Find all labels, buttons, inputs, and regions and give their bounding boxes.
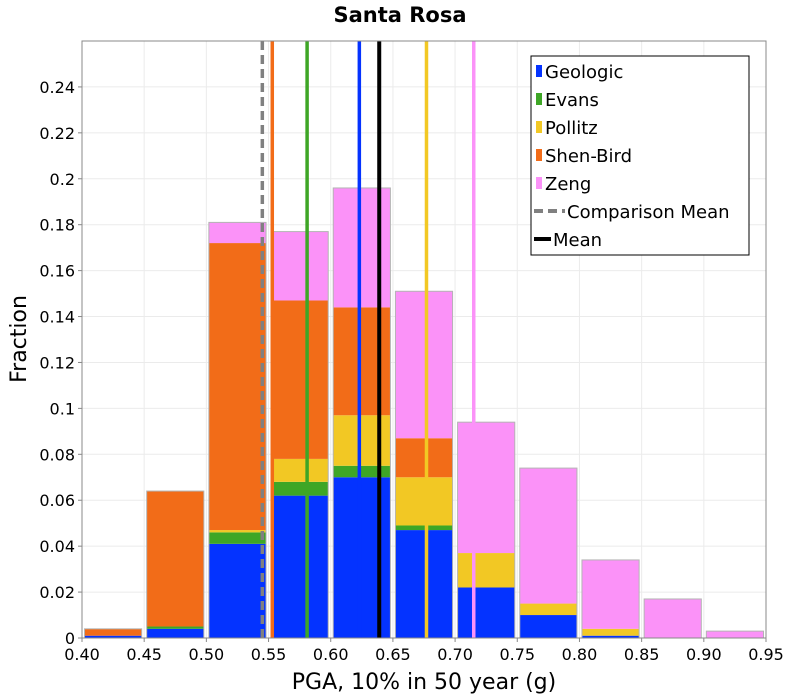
legend-label-zeng: Zeng — [545, 174, 591, 195]
y-tick-label: 0.04 — [39, 537, 75, 556]
bar-geologic — [84, 635, 142, 638]
bar-zeng — [208, 222, 267, 244]
x-tick-label: 0.40 — [64, 645, 100, 664]
bar-geologic — [581, 635, 640, 638]
bar-geologic — [519, 615, 577, 638]
x-tick-label: 0.65 — [375, 645, 411, 664]
bar-zeng — [519, 468, 577, 604]
bar-stack — [457, 421, 516, 639]
bar-pollitz — [581, 628, 640, 636]
bar-geologic — [395, 530, 453, 638]
bar-pollitz — [457, 553, 515, 588]
x-axis-label: PGA, 10% in 50 year (g) — [292, 670, 556, 695]
bar-shen-bird — [395, 438, 453, 478]
bar-stack — [146, 490, 205, 639]
legend-label-geologic: Geologic — [545, 62, 623, 83]
y-tick-label: 0.16 — [39, 262, 75, 281]
legend-swatch-geologic — [536, 65, 542, 77]
bar-shen-bird — [84, 628, 142, 636]
y-tick-label: 0.06 — [39, 491, 75, 510]
legend-label-shen-bird: Shen-Bird — [545, 146, 632, 167]
bar-evans — [395, 525, 453, 531]
bar-zeng — [457, 422, 515, 554]
bar-pollitz — [208, 530, 267, 533]
bar-evans — [146, 626, 204, 629]
legend-label-comparison-mean: Comparison Mean — [567, 202, 730, 223]
bar-geologic — [333, 477, 391, 638]
bar-geologic — [146, 628, 204, 638]
bar-pollitz — [333, 415, 391, 466]
bar-zeng — [395, 291, 453, 439]
legend-label-pollitz: Pollitz — [545, 118, 598, 139]
y-tick-label: 0.02 — [39, 583, 75, 602]
bar-shen-bird — [146, 491, 204, 627]
y-tick-label: 0.12 — [39, 353, 75, 372]
y-tick-label: 0.24 — [39, 78, 75, 97]
bar-evans — [208, 532, 267, 544]
legend-box — [530, 55, 750, 256]
bar-evans — [333, 465, 391, 478]
x-tick-label: 0.45 — [126, 645, 162, 664]
x-tick-label: 0.60 — [313, 645, 349, 664]
y-tick-label: 0.22 — [39, 124, 75, 143]
x-tick-label: 0.85 — [624, 645, 660, 664]
bar-zeng — [581, 559, 640, 629]
bar-evans — [271, 481, 329, 496]
bar-pollitz — [519, 603, 577, 616]
bar-stack — [208, 221, 267, 639]
legend-swatch-evans — [536, 93, 542, 105]
x-tick-label: 0.95 — [748, 645, 784, 664]
y-axis-label: Fraction — [7, 295, 32, 383]
bar-geologic — [271, 495, 329, 638]
x-tick-label: 0.80 — [562, 645, 598, 664]
bar-zeng — [271, 231, 329, 301]
legend-label-mean: Mean — [553, 230, 602, 251]
bar-zeng — [706, 631, 764, 638]
bar-stack — [519, 467, 578, 639]
legend-swatch-pollitz — [536, 121, 542, 133]
x-axis-ticks: 0.40 0.45 0.50 0.55 0.60 0.65 0.70 0.75 0.80 0.85… — [64, 638, 784, 664]
bar-stack — [705, 630, 764, 639]
x-tick-label: 0.75 — [499, 645, 535, 664]
bar-geologic — [208, 543, 267, 638]
bar-stack — [84, 628, 143, 639]
x-tick-label: 0.50 — [189, 645, 225, 664]
y-tick-label: 0.1 — [50, 399, 75, 418]
mean-lines — [260, 41, 476, 638]
x-tick-label: 0.55 — [251, 645, 287, 664]
y-tick-label: 0 — [65, 629, 75, 648]
bar-zeng — [644, 598, 702, 638]
x-tick-label: 0.70 — [437, 645, 473, 664]
x-tick-label: 0.90 — [686, 645, 722, 664]
y-axis-ticks: 0 0.02 0.04 0.06 0.08 0.1 0.12 0.14 0.16 0.18 0.2 0… — [39, 78, 82, 648]
chart-title: Santa Rosa — [333, 3, 466, 27]
bar-pollitz — [395, 477, 453, 526]
bar-stack — [394, 290, 454, 639]
bar-stack — [270, 231, 329, 639]
bar-shen-bird — [333, 307, 391, 416]
bar-stack — [643, 598, 702, 639]
legend-label-evans: Evans — [545, 90, 599, 111]
plot-frame — [81, 40, 767, 639]
legend-swatch-zeng — [536, 177, 542, 189]
legend: Geologic Evans Pollitz Shen-Bird Zeng Compari… — [530, 55, 750, 256]
bar-stack — [581, 559, 640, 639]
legend-swatch-shen-bird — [536, 149, 542, 161]
bar-pollitz — [271, 458, 329, 482]
y-tick-label: 0.14 — [39, 308, 75, 327]
y-tick-label: 0.08 — [39, 445, 75, 464]
y-tick-label: 0.2 — [50, 170, 75, 189]
bar-geologic — [457, 587, 515, 638]
bar-stack — [332, 187, 391, 639]
bars — [84, 187, 764, 639]
bar-zeng — [333, 187, 391, 308]
y-tick-label: 0.18 — [39, 216, 75, 235]
bar-shen-bird — [208, 243, 267, 531]
bar-shen-bird — [271, 300, 329, 459]
